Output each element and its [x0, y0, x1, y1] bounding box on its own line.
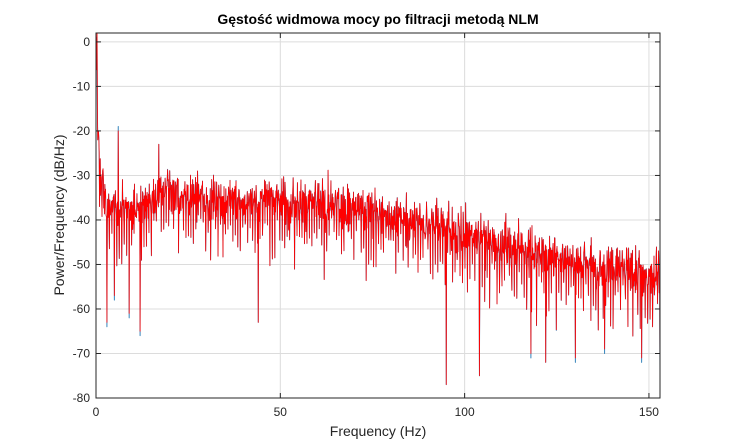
x-tick-label: 50 [274, 405, 288, 419]
tick-labels: 0 50 100 150 0 -10 -20 -30 -40 -50 -60 -70 -80 [73, 35, 660, 419]
x-tick-label: 100 [455, 405, 475, 419]
y-axis-label: Power/Frequency (dB/Hz) [51, 134, 67, 295]
series-layer [96, 33, 660, 390]
y-tick-label: -20 [73, 124, 91, 138]
series-line-filtered [96, 33, 660, 390]
y-tick-label: -10 [73, 79, 91, 93]
ticks [95, 33, 660, 399]
y-tick-label: -60 [73, 302, 91, 316]
x-tick-label: 150 [639, 405, 659, 419]
y-tick-label: -70 [73, 346, 91, 360]
y-tick-label: -80 [73, 391, 91, 405]
plot-frame [95, 32, 661, 399]
y-tick-label: -30 [73, 168, 91, 182]
y-tick-label: -40 [73, 213, 91, 227]
x-tick-label: 0 [93, 405, 100, 419]
y-tick-label: -50 [73, 257, 91, 271]
chart-title: Gęstość widmowa mocy po filtracji metodą… [217, 11, 538, 27]
x-axis-label: Frequency (Hz) [330, 423, 426, 439]
y-tick-label: 0 [83, 35, 90, 49]
